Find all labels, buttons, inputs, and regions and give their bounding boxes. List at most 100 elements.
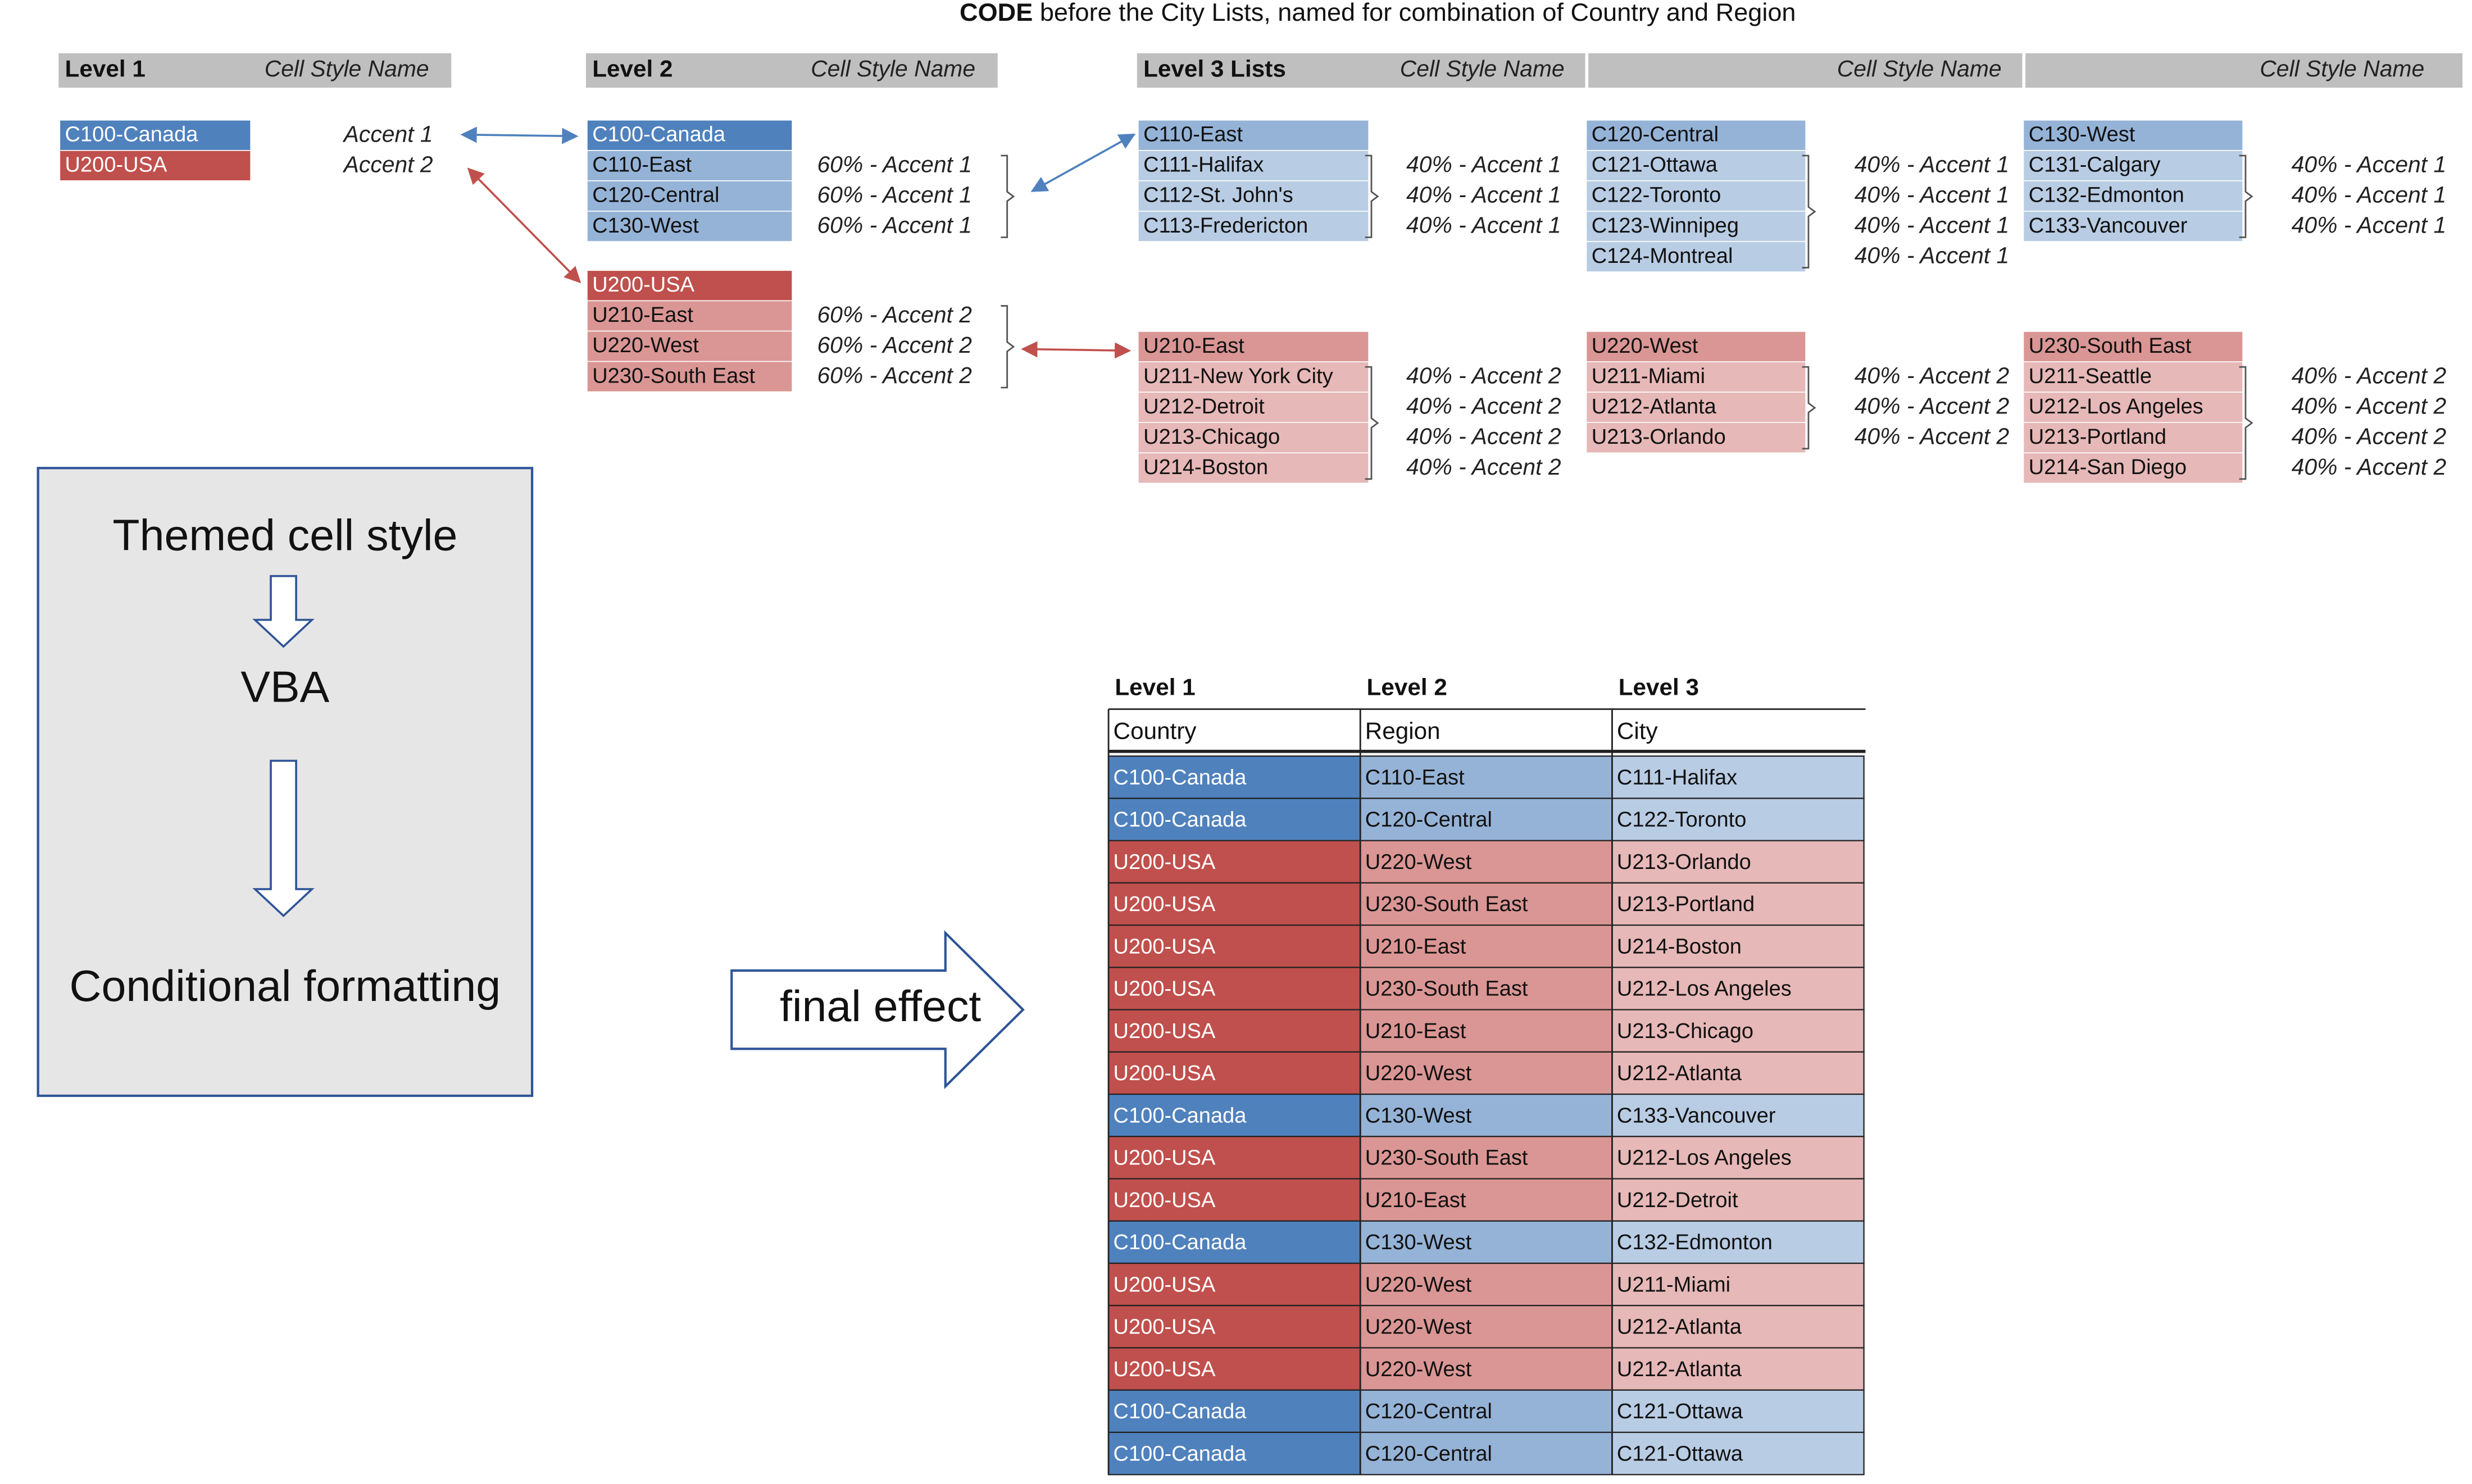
style-name: 40% - Accent 2 [1406, 363, 1561, 389]
cell-text: C130-West [2029, 123, 2135, 147]
style-name: 40% - Accent 1 [2292, 182, 2447, 208]
table-text: C121-Ottawa [1617, 1400, 1743, 1423]
cell [2024, 181, 2243, 211]
table-cell [1107, 1305, 1361, 1349]
style-name: 40% - Accent 2 [1406, 424, 1561, 449]
cell-text: C110-East [592, 153, 692, 177]
style-name: 40% - Accent 1 [1406, 182, 1561, 208]
table-text: U200-USA [1114, 935, 1216, 959]
style-name: 40% - Accent 2 [1406, 393, 1561, 419]
bracket [1001, 154, 1015, 238]
table-text: C111-Halifax [1617, 766, 1737, 790]
cell [2024, 151, 2243, 181]
table-level: Level 1 [1115, 674, 1195, 700]
table-text: U210-East [1365, 935, 1466, 959]
table-cell [1611, 1136, 1865, 1180]
style-header: Cell Style Name [811, 56, 975, 81]
cell-text: C121-Ottawa [1592, 153, 1718, 177]
table-cell [1611, 1347, 1865, 1391]
table-cell [1107, 1178, 1361, 1222]
table-text: C120-Central [1365, 808, 1492, 832]
table-cell [1360, 1305, 1613, 1349]
connector [1030, 133, 1136, 192]
table-text: U230-South East [1365, 977, 1528, 1001]
title-bold: CODE [960, 0, 1033, 26]
cell [587, 151, 792, 181]
table-text: U210-East [1365, 1019, 1466, 1043]
cell-text: U230-South East [592, 364, 755, 388]
cell-text: C123-Winnipeg [1592, 214, 1739, 238]
cell [587, 211, 792, 242]
table-level: Level 3 [1619, 674, 1699, 700]
cell [1138, 151, 1369, 181]
table-text: C100-Canada [1114, 1400, 1247, 1423]
table-cell [1107, 1347, 1361, 1391]
table-cell [1611, 1305, 1865, 1349]
cell [1587, 211, 1806, 242]
cell [587, 331, 792, 361]
table-cell [1611, 924, 1865, 968]
cell [1587, 392, 1806, 422]
cell-text: U213-Orlando [1592, 425, 1726, 449]
table-text: C100-Canada [1114, 1104, 1247, 1128]
cell [2024, 211, 2243, 242]
table-text: U220-West [1365, 1358, 1472, 1381]
cell-text: C111-Halifax [1143, 153, 1264, 177]
table-text: U210-East [1365, 1189, 1466, 1212]
table-cell [1611, 1178, 1865, 1222]
table-text: U200-USA [1114, 1062, 1216, 1085]
bracket [1365, 366, 1379, 480]
style-name: 40% - Accent 1 [2292, 212, 2447, 238]
cell-text: C130-West [592, 214, 699, 238]
cell [1587, 151, 1806, 181]
cell-text: U213-Portland [2029, 425, 2166, 449]
generated: C100-Canada Accent 1 U200-USA Accent 2 C100-… [60, 120, 2447, 1476]
table-text: C100-Canada [1114, 766, 1247, 790]
style-name: 40% - Accent 1 [1855, 182, 2010, 208]
style-name: 40% - Accent 2 [2292, 393, 2447, 419]
table-column: Region [1365, 718, 1441, 744]
table-column: Country [1114, 718, 1197, 744]
cell [2024, 120, 2243, 150]
table-text: U220-West [1365, 850, 1472, 874]
table-text: C100-Canada [1114, 808, 1247, 832]
table-text: U230-South East [1365, 893, 1528, 916]
header-bar [585, 53, 998, 88]
table-text: U200-USA [1114, 1273, 1216, 1297]
style-header: Cell Style Name [2260, 56, 2424, 81]
cell [1587, 362, 1806, 392]
level-header: Level 1 [65, 56, 146, 82]
style-name: 60% - Accent 2 [817, 302, 972, 327]
style-name: 40% - Accent 1 [1406, 152, 1561, 177]
table-text: C100-Canada [1114, 1442, 1247, 1466]
header-bar [1137, 53, 1585, 88]
table-text: U200-USA [1114, 1189, 1216, 1212]
table-cell [1360, 1178, 1613, 1222]
style-name: 40% - Accent 1 [1855, 152, 2010, 177]
down-arrow [252, 759, 315, 917]
table-cell [1611, 1431, 1865, 1476]
cell-text: U214-San Diego [2029, 456, 2187, 479]
cell-text: U214-Boston [1143, 456, 1268, 479]
cell-text: C120-Central [592, 184, 719, 207]
cell-text: U200-USA [592, 273, 695, 297]
table-text: C121-Ottawa [1617, 1442, 1743, 1466]
cell [1138, 392, 1369, 422]
table-cell [1360, 755, 1613, 799]
cell-text: U210-East [592, 303, 693, 327]
cell [1138, 181, 1369, 211]
cell [2024, 362, 2243, 392]
table-text: C130-West [1365, 1231, 1472, 1254]
cell [60, 151, 251, 181]
table-text: U220-West [1365, 1315, 1472, 1339]
table-cell [1107, 755, 1361, 799]
table-text: C133-Vancouver [1617, 1104, 1776, 1128]
table-cell [1611, 1262, 1865, 1307]
bracket [1802, 366, 1816, 450]
table-text: C132-Edmonton [1617, 1231, 1773, 1254]
cell-text: C113-Fredericton [1143, 214, 1308, 238]
style-name: 40% - Accent 2 [1855, 393, 2010, 419]
style-name: 40% - Accent 2 [1406, 454, 1561, 480]
table-cell [1360, 967, 1613, 1010]
table-text: U212-Atlanta [1617, 1062, 1742, 1085]
